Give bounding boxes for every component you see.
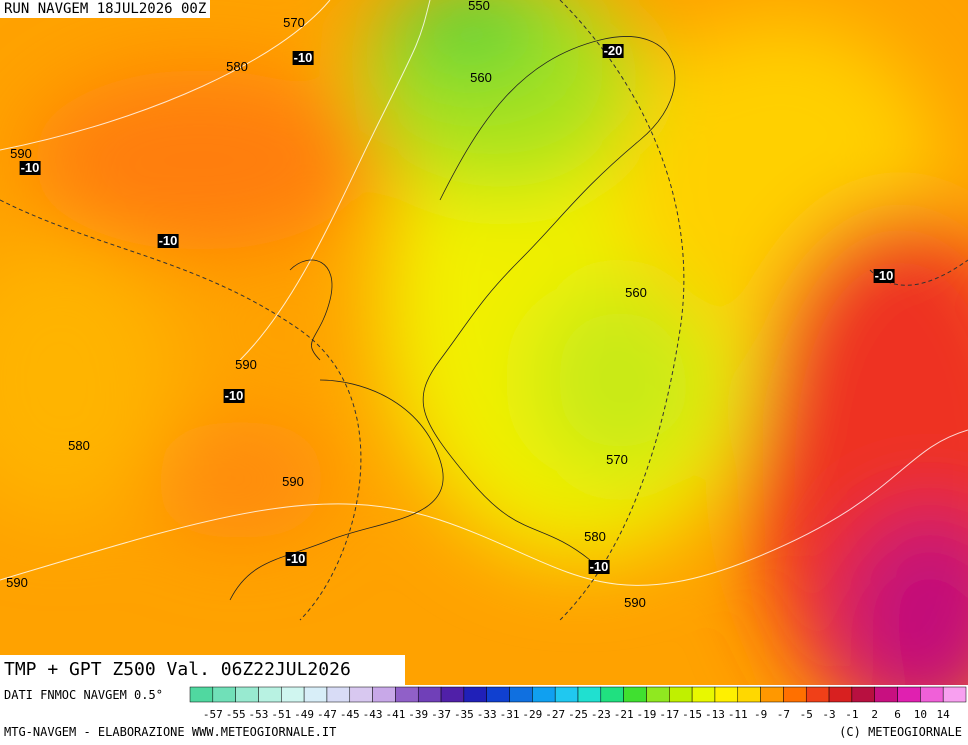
scale-label: 2: [871, 708, 878, 721]
color-swatch: [532, 686, 556, 703]
contour-label: 550: [468, 0, 490, 13]
scale-label: -3: [822, 708, 835, 721]
color-swatch: [851, 686, 875, 703]
scale-label: -43: [363, 708, 383, 721]
scale-label: -31: [500, 708, 520, 721]
scale-label: -9: [754, 708, 767, 721]
map: [0, 0, 968, 685]
color-swatch: [326, 686, 351, 703]
scale-label: -17: [659, 708, 679, 721]
scale-label: -29: [522, 708, 542, 721]
scale-label: -45: [340, 708, 360, 721]
contour-label: 590: [6, 575, 28, 590]
source-label: DATI FNMOC NAVGEM 0.5°: [4, 688, 163, 702]
contour-label: -10: [292, 50, 314, 65]
color-swatch: [600, 686, 624, 703]
scale-label: -35: [454, 708, 474, 721]
contour-label: -10: [223, 388, 245, 403]
scale-label: -23: [591, 708, 611, 721]
color-swatch: [417, 686, 442, 703]
contour-label: -20: [602, 43, 624, 58]
footer-right: (C) METEOGIORNALE: [839, 725, 962, 739]
scale-label: -5: [800, 708, 813, 721]
scale-label: -41: [385, 708, 405, 721]
color-swatch: [189, 686, 214, 703]
contour-label: -10: [588, 559, 610, 574]
color-swatch: [258, 686, 282, 703]
color-swatch: [349, 686, 373, 703]
contour-label: -10: [873, 268, 895, 283]
color-swatch: [509, 686, 533, 703]
contour-label: 590: [282, 474, 304, 489]
color-swatch: [669, 686, 693, 703]
scale-label: -19: [637, 708, 657, 721]
scale-label: 6: [894, 708, 901, 721]
scale-label: -39: [408, 708, 428, 721]
color-swatch: [646, 686, 670, 703]
color-swatch: [395, 686, 419, 703]
color-swatch: [737, 686, 761, 703]
scale-label: -47: [317, 708, 337, 721]
color-swatch: [874, 686, 898, 703]
contour-label: 570: [606, 452, 628, 467]
footer-left: MTG-NAVGEM - ELABORAZIONE WWW.METEOGIORN…: [4, 725, 337, 739]
color-swatch: [760, 686, 784, 703]
color-swatch: [897, 686, 921, 703]
contour-label: 580: [226, 59, 248, 74]
contour-label: 570: [283, 15, 305, 30]
color-swatch: [783, 686, 807, 703]
scale-label: 14: [937, 708, 951, 721]
contour-label: 590: [10, 146, 32, 161]
contour-label: -10: [285, 551, 307, 566]
scale-label: -25: [568, 708, 588, 721]
color-swatch: [691, 686, 716, 703]
contour-label: 580: [68, 438, 90, 453]
contour-label: 590: [235, 357, 257, 372]
contour-label: 580: [584, 529, 606, 544]
contour-label: -10: [157, 233, 179, 248]
color-scale: -57 -55 -53 -51 -49 -47 -45 -43 -41 -39 -37 -35 -33-…: [189, 686, 967, 721]
color-swatch: [235, 686, 259, 703]
scale-label: -11: [728, 708, 748, 721]
color-swatch: [623, 686, 647, 703]
contour-label: 590: [624, 595, 646, 610]
map-title: TMP + GPT Z500 Val. 06Z22JUL2026: [0, 655, 405, 685]
scale-label: -27: [545, 708, 565, 721]
color-swatch: [577, 686, 602, 703]
contour-label: 560: [625, 285, 647, 300]
color-swatch: [463, 686, 487, 703]
scale-label: -13: [705, 708, 725, 721]
scale-label: -37: [431, 708, 451, 721]
color-swatch: [805, 686, 830, 703]
scale-label: -7: [777, 708, 790, 721]
contour-label: -10: [19, 160, 41, 175]
color-swatch: [828, 686, 853, 703]
scale-label: -57: [203, 708, 223, 721]
scale-label: -53: [249, 708, 269, 721]
scale-label: -33: [477, 708, 497, 721]
color-swatch: [920, 686, 944, 703]
color-swatch: [942, 686, 967, 703]
color-swatch: [212, 686, 236, 703]
color-swatch: [303, 686, 328, 703]
color-swatch: [372, 686, 396, 703]
scale-label: -51: [271, 708, 291, 721]
color-swatch: [440, 686, 465, 703]
scale-label: -55: [226, 708, 246, 721]
scale-label: -15: [682, 708, 702, 721]
color-swatch: [281, 686, 305, 703]
color-swatch: [714, 686, 739, 703]
scale-label: -49: [294, 708, 314, 721]
color-swatch: [486, 686, 510, 703]
scale-label: 10: [914, 708, 927, 721]
run-label: RUN NAVGEM 18JUL2026 00Z: [0, 0, 211, 18]
scale-label: -21: [614, 708, 634, 721]
scale-label: -1: [845, 708, 858, 721]
contour-label: 560: [470, 70, 492, 85]
color-swatch: [554, 686, 579, 703]
